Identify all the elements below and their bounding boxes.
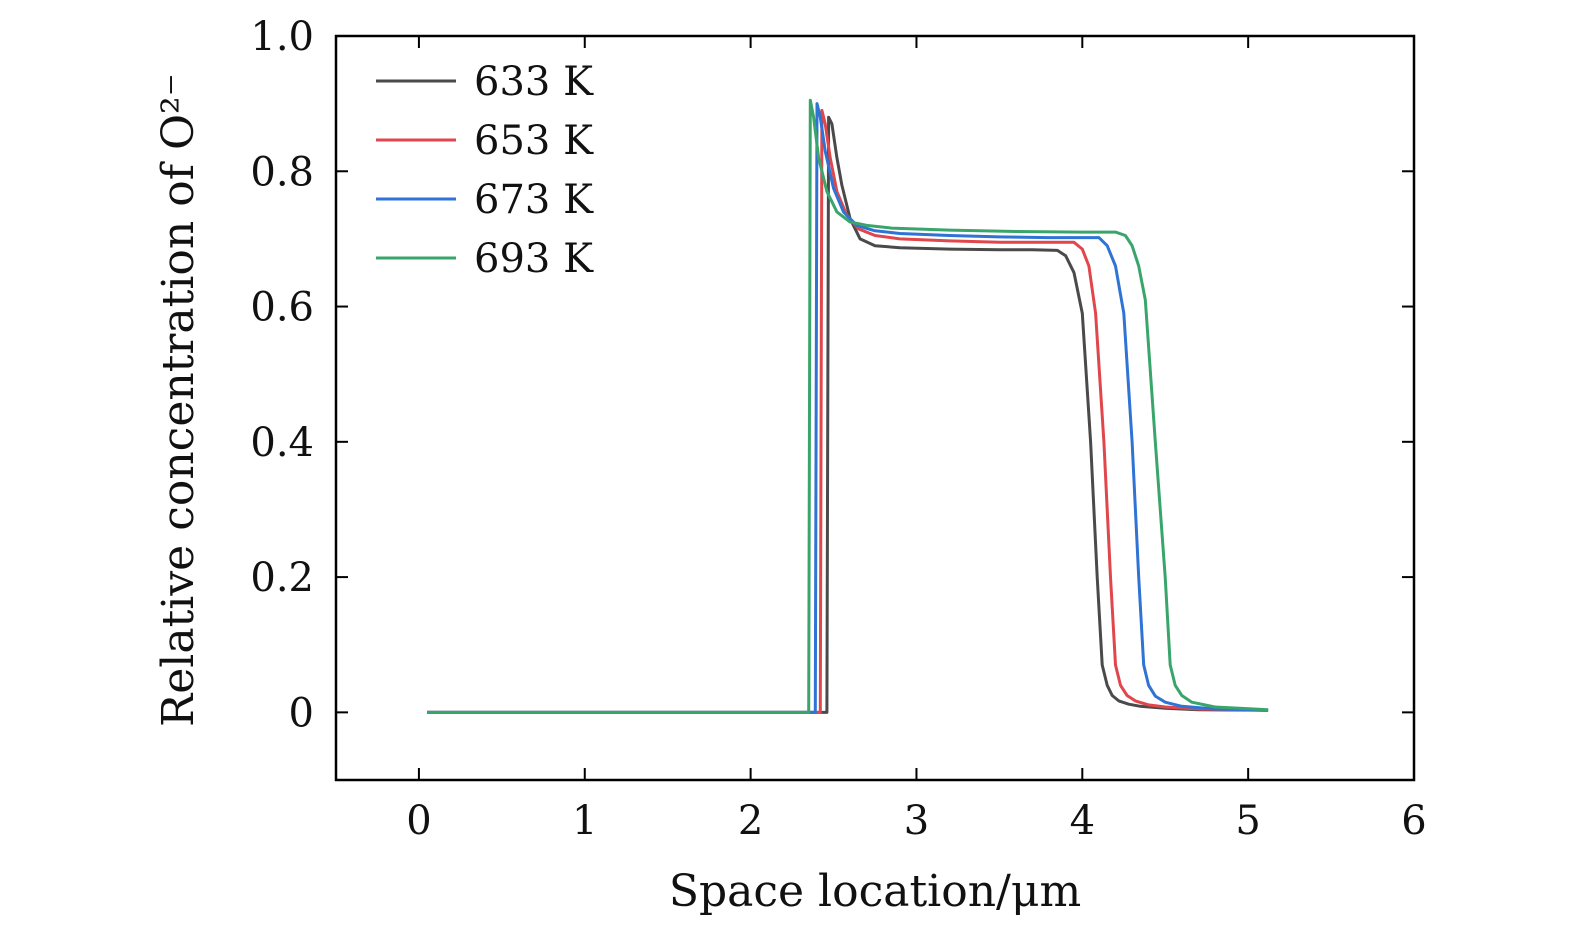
series-line — [427, 102, 1269, 714]
plot-frame — [334, 34, 1416, 782]
y-axis-label: Relative concentration of O²⁻ — [153, 73, 204, 727]
x-axis-label: Space location/μm — [669, 866, 1081, 917]
x-tick-label: 3 — [904, 798, 929, 844]
x-tick-label: 2 — [738, 798, 763, 844]
x-tick-label: 6 — [1401, 798, 1426, 844]
axes: 0 1 2 3 4 5 6 0 0.2 0.4 0.6 0.8 1.0 — [250, 14, 1426, 844]
series-line — [427, 115, 1269, 714]
legend-label: 693 K — [474, 236, 594, 282]
legend-label: 673 K — [474, 177, 594, 223]
x-tick-label: 4 — [1070, 798, 1095, 844]
plot-area — [427, 98, 1269, 714]
x-tick-label: 0 — [406, 798, 431, 844]
series-line — [427, 98, 1269, 714]
x-tick-label: 5 — [1235, 798, 1260, 844]
y-tick-label: 0.6 — [250, 285, 314, 331]
y-tick-label: 0.2 — [250, 555, 314, 601]
y-tick-label: 0.8 — [250, 149, 314, 195]
legend: 633 K 653 K 673 K 693 K — [376, 59, 594, 282]
x-tick-label: 1 — [572, 798, 597, 844]
legend-label: 653 K — [474, 118, 594, 164]
y-tick-label: 0.4 — [250, 420, 314, 466]
y-tick-label: 1.0 — [250, 14, 314, 60]
y-tick-label: 0 — [289, 690, 314, 736]
legend-label: 633 K — [474, 59, 594, 105]
series-line — [427, 108, 1269, 714]
